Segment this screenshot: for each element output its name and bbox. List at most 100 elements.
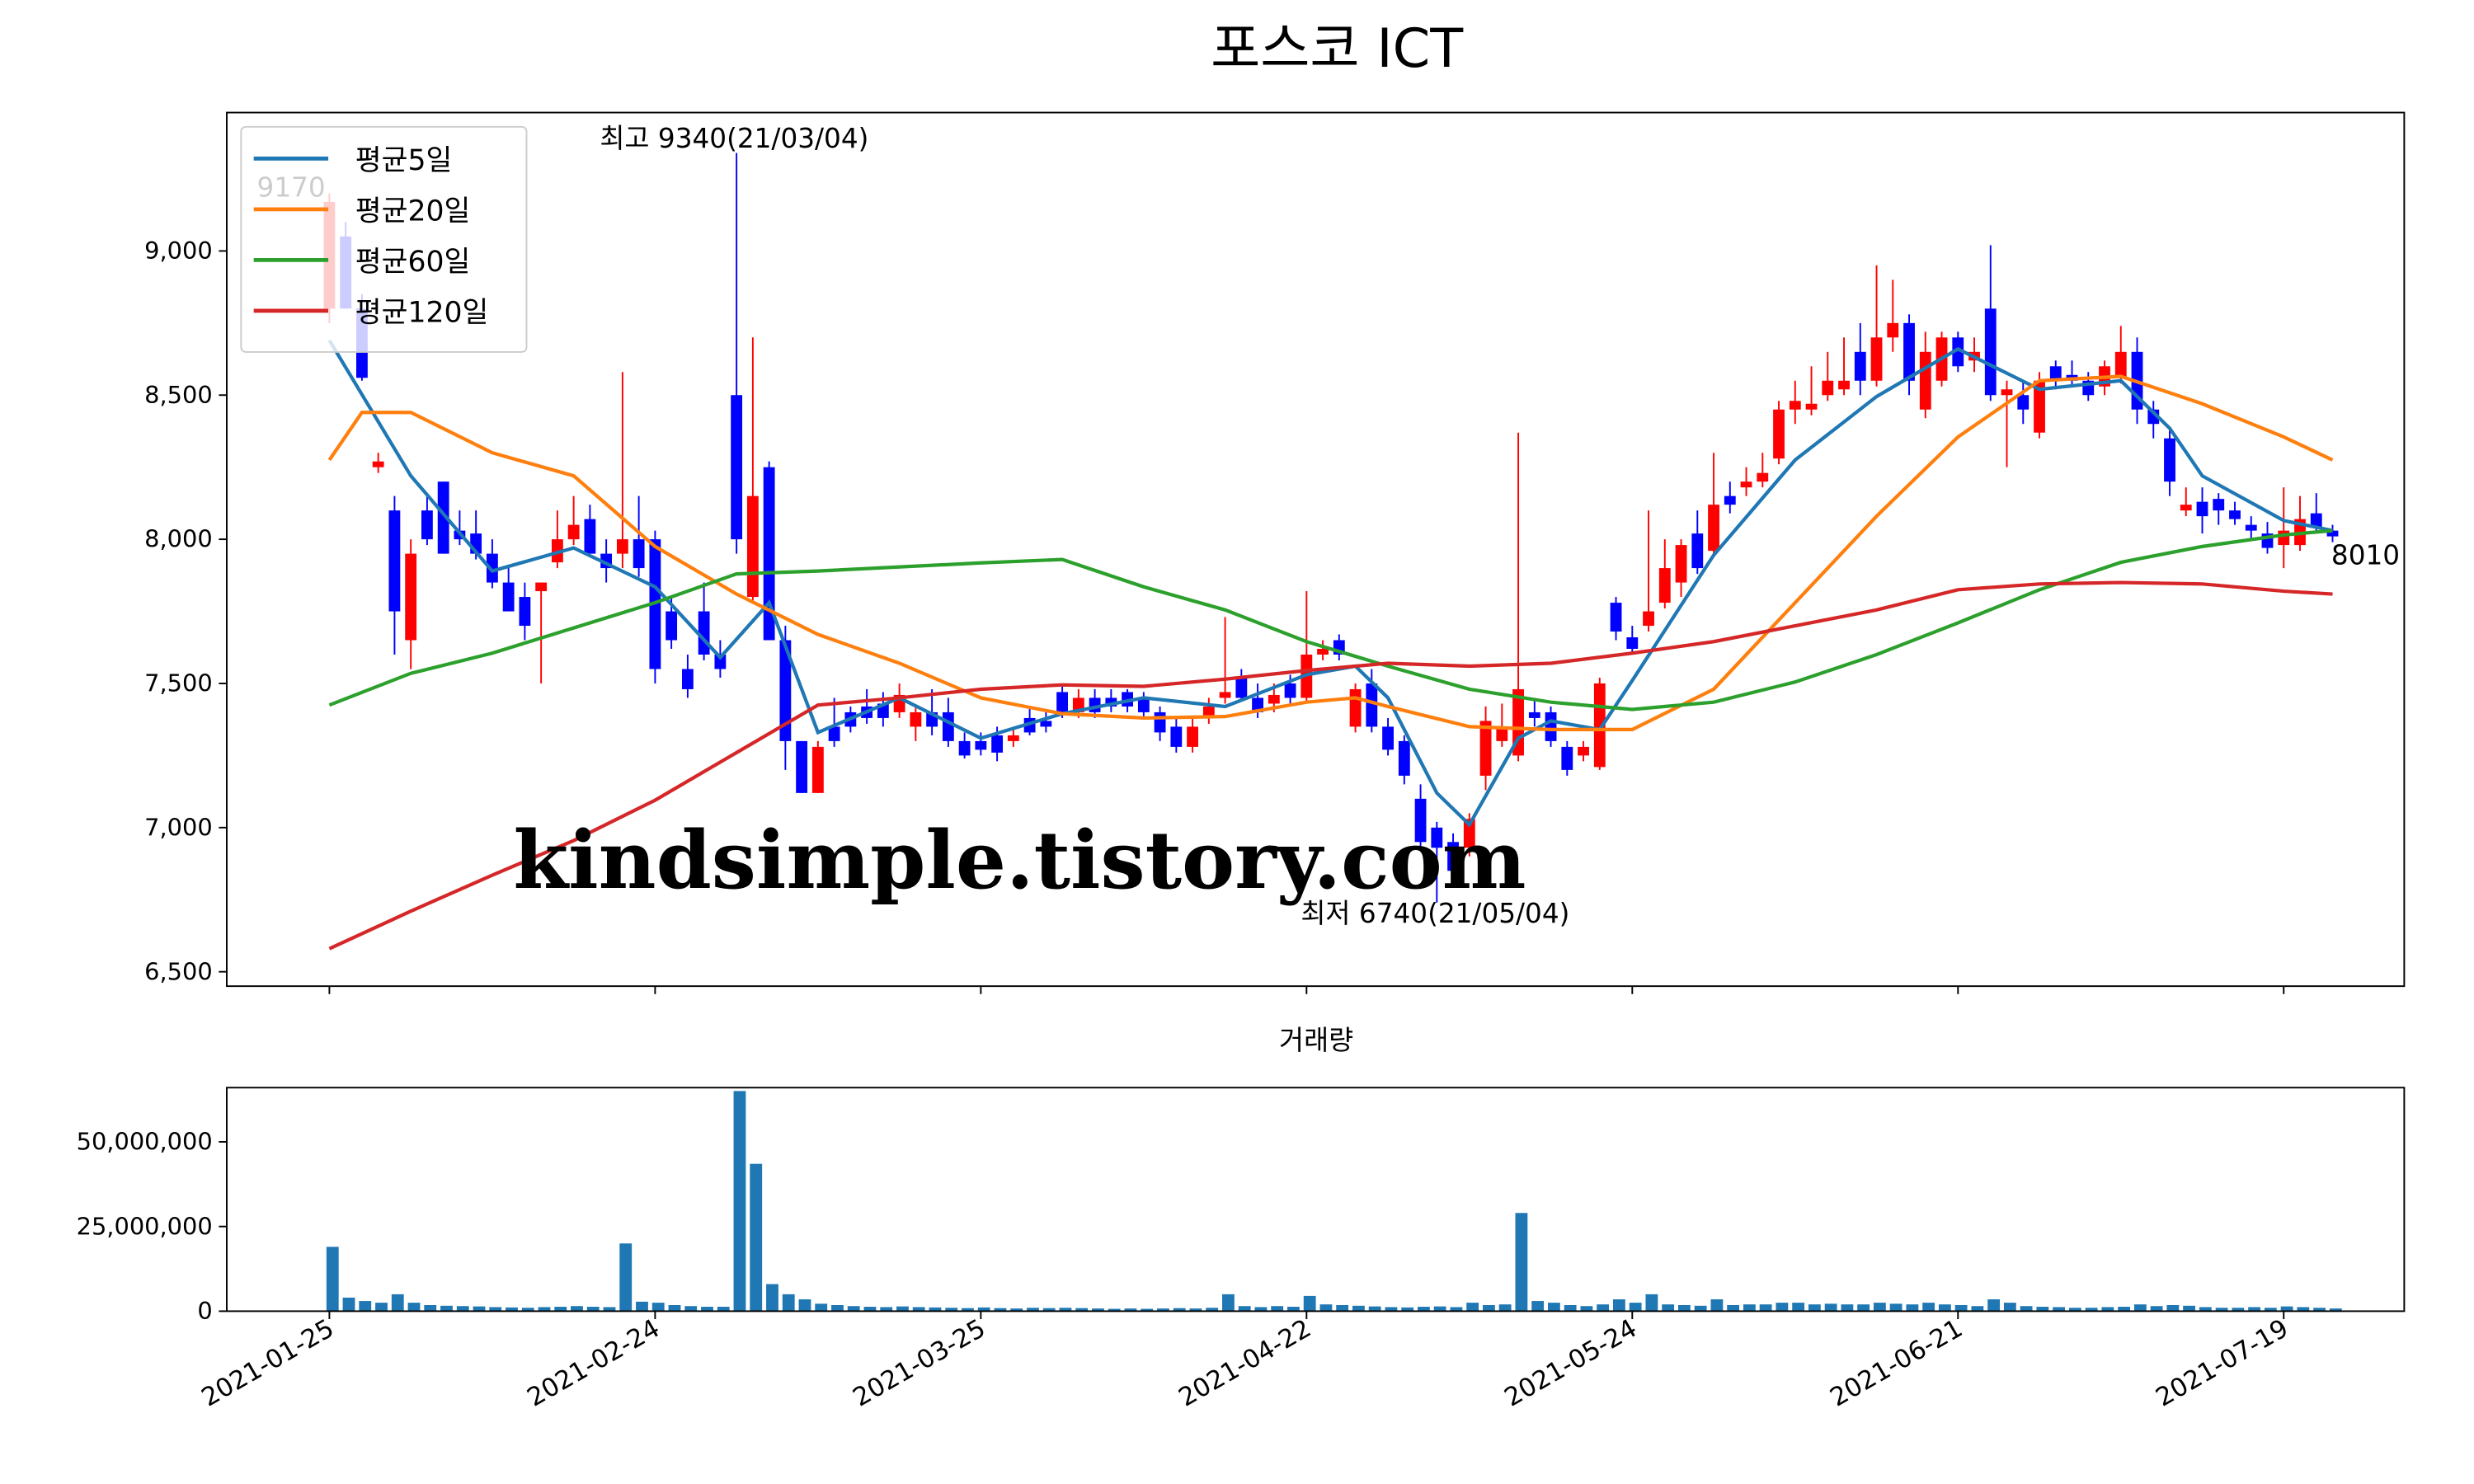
candle-body xyxy=(584,519,596,554)
volume-bar xyxy=(1059,1308,1072,1312)
volume-bar xyxy=(1319,1304,1333,1312)
volume-bar xyxy=(798,1299,811,1312)
candle-body xyxy=(1691,533,1704,569)
candle-body xyxy=(2229,510,2241,519)
candle-body xyxy=(2278,530,2290,546)
volume-bar xyxy=(1580,1306,1593,1312)
candle-body xyxy=(421,510,433,540)
plot-frame xyxy=(226,111,2406,988)
volume-bar xyxy=(1889,1303,1903,1312)
y-tick-label: 25,000,000 xyxy=(77,1212,213,1240)
volume-bar xyxy=(1759,1304,1772,1312)
x-tick-label: 2021-05-24 xyxy=(1499,1313,1642,1413)
volume-bar xyxy=(424,1304,437,1312)
volume-bar xyxy=(1385,1307,1398,1312)
candle-body xyxy=(1643,611,1654,627)
legend-label: 평균20일 xyxy=(355,195,471,228)
volume-bar xyxy=(782,1294,795,1312)
annotation: 최저 6740(21/05/04) xyxy=(1300,898,1569,929)
volume-bar xyxy=(1433,1306,1446,1312)
volume-bar xyxy=(1271,1306,1284,1312)
y-tick-label: 50,000,000 xyxy=(77,1128,213,1156)
volume-bar xyxy=(1466,1303,1479,1312)
volume-bar xyxy=(1922,1303,1935,1312)
candle-body xyxy=(1789,401,1801,410)
candle-body xyxy=(2001,389,2013,396)
volume-bar xyxy=(1873,1303,1886,1312)
volume-bar xyxy=(863,1307,877,1312)
volume-bar xyxy=(1206,1308,1219,1312)
candle-body xyxy=(1382,726,1394,750)
volume-bar xyxy=(1141,1308,1154,1312)
volume-bar xyxy=(1498,1304,1512,1312)
volume-bar xyxy=(1189,1308,1202,1312)
volume-bar xyxy=(2085,1308,2098,1312)
candle-body xyxy=(1919,351,1931,410)
volume-bar xyxy=(571,1306,583,1312)
candle-body xyxy=(1105,697,1117,707)
volume-bar xyxy=(407,1303,421,1312)
candle-body xyxy=(1545,711,1557,741)
volume-bar xyxy=(1564,1304,1577,1312)
candle-body xyxy=(567,524,580,540)
volume-bar xyxy=(2248,1307,2260,1312)
candle-body xyxy=(405,553,417,641)
candle-body xyxy=(1154,711,1166,733)
volume-bar xyxy=(636,1301,648,1312)
volume-bar xyxy=(1824,1303,1837,1312)
volume-bar xyxy=(603,1307,616,1312)
volume-bar xyxy=(1010,1308,1023,1312)
volume-bar xyxy=(2003,1303,2016,1312)
y-tick-label: 7,000 xyxy=(144,813,213,841)
volume-bar xyxy=(554,1307,567,1312)
candle-body xyxy=(519,597,531,627)
candle-body xyxy=(1528,711,1540,718)
candle-body xyxy=(372,461,384,467)
candle-body xyxy=(746,495,759,598)
volume-bar xyxy=(1515,1213,1528,1312)
volume-bar xyxy=(880,1307,893,1312)
y-tick-label: 7,500 xyxy=(144,669,213,697)
volume-bar xyxy=(1727,1304,1740,1312)
candle-body xyxy=(1219,692,1231,698)
volume-bar xyxy=(1531,1301,1545,1312)
volume-bar xyxy=(1971,1306,1984,1312)
candle-body xyxy=(1479,721,1492,776)
volume-bar xyxy=(473,1306,486,1312)
candle-body xyxy=(616,539,628,554)
legend-label: 평균120일 xyxy=(355,296,489,329)
volume-bar xyxy=(912,1307,925,1312)
candle-body xyxy=(2196,501,2208,517)
candle-body xyxy=(1447,842,1459,871)
volume-bar xyxy=(1075,1308,1089,1312)
x-tick-label: 2021-02-24 xyxy=(522,1313,665,1413)
volume-bar xyxy=(489,1307,502,1312)
moving-average-line xyxy=(327,374,2334,732)
candle-body xyxy=(1626,637,1639,649)
candle-body xyxy=(2213,499,2225,511)
legend-box xyxy=(240,125,528,353)
chart-title: 포스코 ICT xyxy=(1211,17,1464,80)
candle-body xyxy=(1431,827,1443,848)
volume-bar xyxy=(1401,1307,1414,1312)
candle-body xyxy=(1675,545,1687,583)
candle-body xyxy=(1903,322,1915,381)
volume-title: 거래량 xyxy=(1279,1025,1353,1056)
volume-bar xyxy=(896,1306,909,1312)
volume-bar xyxy=(2280,1306,2293,1312)
candle-body xyxy=(1268,694,1280,704)
candle-body xyxy=(1610,603,1622,632)
volume-bar xyxy=(1157,1308,1169,1312)
volume-bar xyxy=(733,1091,746,1312)
moving-average-line xyxy=(327,339,2333,828)
legend-label: 평균60일 xyxy=(355,246,471,279)
volume-bar xyxy=(326,1247,339,1312)
annotation: 최고 9340(21/03/04) xyxy=(600,123,868,154)
candle-body xyxy=(1658,568,1671,603)
candle-body xyxy=(796,740,808,793)
volume-bar xyxy=(1108,1308,1121,1312)
candle-body xyxy=(1040,721,1052,727)
candle-body xyxy=(2114,351,2127,378)
candle-body xyxy=(2310,513,2322,528)
